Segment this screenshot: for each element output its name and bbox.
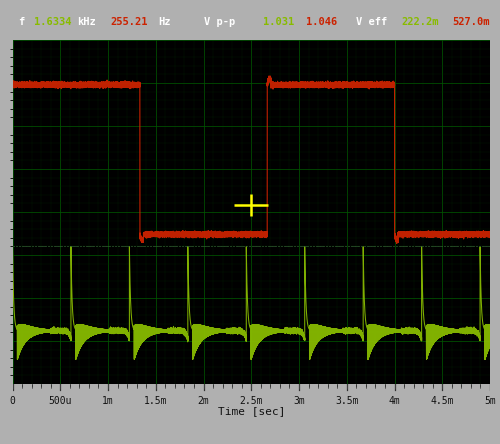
Text: Time [sec]: Time [sec] xyxy=(218,406,285,416)
Text: 5m: 5m xyxy=(484,396,496,406)
Text: 222.2m: 222.2m xyxy=(402,17,439,27)
Text: Hz: Hz xyxy=(158,17,170,27)
Text: f: f xyxy=(18,17,25,27)
Text: V p-p: V p-p xyxy=(204,17,235,27)
Text: kHz: kHz xyxy=(77,17,96,27)
Text: 1.6334: 1.6334 xyxy=(34,17,72,27)
Text: 4m: 4m xyxy=(388,396,400,406)
Text: 1.5m: 1.5m xyxy=(144,396,168,406)
Text: V eff: V eff xyxy=(356,17,388,27)
Text: 1.046: 1.046 xyxy=(306,17,338,27)
Text: 527.0m: 527.0m xyxy=(452,17,490,27)
Text: 0: 0 xyxy=(10,396,16,406)
Text: 1.031: 1.031 xyxy=(263,17,294,27)
Text: 4.5m: 4.5m xyxy=(430,396,454,406)
Text: 255.21: 255.21 xyxy=(110,17,148,27)
Text: 500u: 500u xyxy=(48,396,72,406)
Text: 3m: 3m xyxy=(293,396,305,406)
Text: 2m: 2m xyxy=(198,396,209,406)
Text: 2.5m: 2.5m xyxy=(240,396,263,406)
Text: 1m: 1m xyxy=(102,396,114,406)
Text: 3.5m: 3.5m xyxy=(335,396,358,406)
